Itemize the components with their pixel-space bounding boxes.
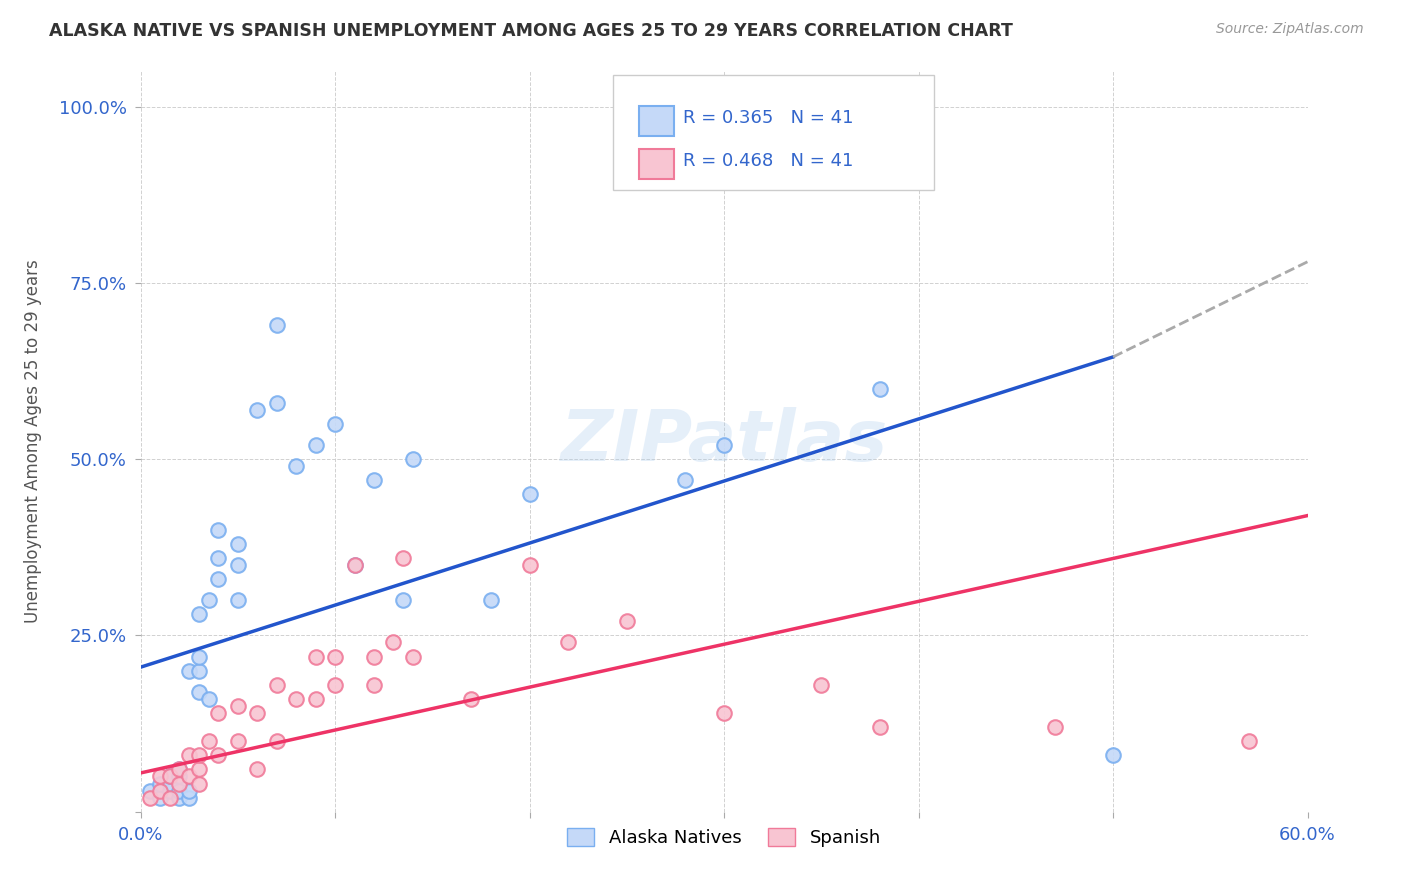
Point [869, 720, 891, 734]
Point [382, 635, 405, 649]
Point [226, 558, 249, 572]
Point [713, 706, 735, 720]
Point [226, 593, 249, 607]
Point [179, 783, 201, 797]
Point [323, 678, 346, 692]
Point [363, 473, 385, 487]
Point [179, 748, 201, 763]
Point [392, 593, 415, 607]
Point [266, 318, 288, 333]
Text: ALASKA NATIVE VS SPANISH UNEMPLOYMENT AMONG AGES 25 TO 29 YEARS CORRELATION CHAR: ALASKA NATIVE VS SPANISH UNEMPLOYMENT AM… [49, 22, 1014, 40]
Point [343, 558, 366, 572]
Point [188, 776, 211, 790]
Point [402, 452, 425, 467]
Point [460, 692, 482, 706]
Point [159, 783, 181, 797]
Point [323, 649, 346, 664]
Point [226, 734, 249, 748]
Point [188, 607, 211, 622]
FancyBboxPatch shape [638, 149, 673, 178]
Text: R = 0.468   N = 41: R = 0.468 N = 41 [683, 152, 853, 170]
Point [169, 776, 191, 790]
Point [266, 396, 288, 410]
Point [810, 678, 832, 692]
Point [246, 706, 269, 720]
Point [343, 558, 366, 572]
FancyBboxPatch shape [613, 75, 934, 190]
Point [169, 769, 191, 783]
Point [197, 692, 219, 706]
Point [392, 550, 415, 565]
Point [197, 734, 219, 748]
Point [673, 473, 696, 487]
Point [179, 769, 201, 783]
Point [149, 769, 172, 783]
Y-axis label: Unemployment Among Ages 25 to 29 years: Unemployment Among Ages 25 to 29 years [24, 260, 42, 624]
Point [159, 769, 181, 783]
Point [713, 438, 735, 452]
Point [149, 776, 172, 790]
Point [869, 382, 891, 396]
Point [179, 790, 201, 805]
Point [1102, 748, 1125, 763]
Point [519, 558, 541, 572]
Point [363, 649, 385, 664]
Point [149, 790, 172, 805]
Point [266, 734, 288, 748]
Point [246, 402, 269, 417]
Point [169, 763, 191, 777]
Point [557, 635, 579, 649]
Point [207, 550, 229, 565]
Point [188, 649, 211, 664]
Point [159, 776, 181, 790]
Point [285, 459, 308, 474]
Legend: Alaska Natives, Spanish: Alaska Natives, Spanish [560, 821, 889, 855]
Point [305, 649, 328, 664]
Point [323, 417, 346, 431]
Point [188, 748, 211, 763]
Point [169, 790, 191, 805]
Point [266, 678, 288, 692]
Point [169, 763, 191, 777]
Point [207, 748, 229, 763]
Point [479, 593, 502, 607]
Point [305, 692, 328, 706]
Point [363, 678, 385, 692]
Point [149, 783, 172, 797]
Point [188, 685, 211, 699]
Point [179, 664, 201, 678]
Point [226, 698, 249, 713]
Point [1239, 734, 1261, 748]
FancyBboxPatch shape [638, 106, 673, 136]
Point [188, 664, 211, 678]
Point [197, 593, 219, 607]
Point [519, 487, 541, 501]
Point [159, 790, 181, 805]
Point [305, 438, 328, 452]
Point [139, 783, 162, 797]
Point [226, 537, 249, 551]
Text: Source: ZipAtlas.com: Source: ZipAtlas.com [1216, 22, 1364, 37]
Point [246, 763, 269, 777]
Point [169, 783, 191, 797]
Point [207, 706, 229, 720]
Point [616, 615, 638, 629]
Text: R = 0.365   N = 41: R = 0.365 N = 41 [683, 109, 853, 127]
Point [139, 790, 162, 805]
Point [402, 649, 425, 664]
Point [1043, 720, 1066, 734]
Point [159, 769, 181, 783]
Point [207, 523, 229, 537]
Point [207, 572, 229, 586]
Text: ZIPatlas: ZIPatlas [561, 407, 887, 476]
Point [188, 763, 211, 777]
Point [285, 692, 308, 706]
